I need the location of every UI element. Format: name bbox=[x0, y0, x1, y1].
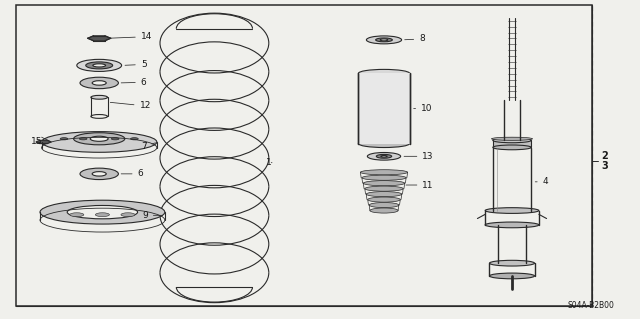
Ellipse shape bbox=[492, 137, 532, 140]
Text: 6: 6 bbox=[121, 78, 147, 87]
Ellipse shape bbox=[79, 138, 87, 140]
Ellipse shape bbox=[381, 156, 387, 157]
Ellipse shape bbox=[380, 39, 388, 41]
Text: S04A-B2B00: S04A-B2B00 bbox=[568, 301, 614, 310]
Ellipse shape bbox=[364, 181, 404, 186]
Ellipse shape bbox=[121, 213, 135, 217]
Bar bbox=[493, 140, 531, 147]
Text: 2: 2 bbox=[602, 151, 609, 161]
Text: 8: 8 bbox=[404, 34, 425, 43]
Ellipse shape bbox=[60, 138, 68, 140]
Ellipse shape bbox=[92, 81, 106, 85]
Text: 15: 15 bbox=[31, 137, 42, 146]
Bar bbox=[358, 73, 410, 144]
Text: 5: 5 bbox=[125, 60, 147, 69]
Ellipse shape bbox=[490, 273, 534, 279]
Ellipse shape bbox=[74, 133, 125, 145]
Ellipse shape bbox=[370, 208, 398, 213]
Ellipse shape bbox=[86, 62, 113, 69]
Ellipse shape bbox=[40, 200, 165, 224]
Ellipse shape bbox=[367, 152, 401, 160]
Text: 7: 7 bbox=[141, 142, 156, 151]
Ellipse shape bbox=[366, 192, 402, 197]
Ellipse shape bbox=[77, 59, 122, 71]
Ellipse shape bbox=[95, 213, 109, 217]
Ellipse shape bbox=[362, 175, 406, 180]
Polygon shape bbox=[36, 140, 51, 144]
Text: 9: 9 bbox=[142, 211, 163, 220]
Ellipse shape bbox=[80, 77, 118, 89]
Ellipse shape bbox=[376, 38, 392, 42]
Ellipse shape bbox=[42, 132, 157, 152]
Text: 1: 1 bbox=[266, 158, 272, 167]
Ellipse shape bbox=[80, 168, 118, 180]
Ellipse shape bbox=[365, 186, 403, 191]
Ellipse shape bbox=[360, 170, 408, 175]
Ellipse shape bbox=[70, 213, 84, 217]
Text: 3: 3 bbox=[602, 161, 609, 171]
Ellipse shape bbox=[358, 70, 410, 77]
Ellipse shape bbox=[366, 36, 402, 44]
Ellipse shape bbox=[91, 115, 108, 118]
Ellipse shape bbox=[493, 145, 531, 150]
Ellipse shape bbox=[493, 138, 531, 143]
Text: 11: 11 bbox=[406, 181, 434, 189]
Text: 13: 13 bbox=[404, 152, 434, 161]
Ellipse shape bbox=[90, 136, 108, 141]
Ellipse shape bbox=[67, 205, 138, 219]
Ellipse shape bbox=[490, 260, 534, 266]
Ellipse shape bbox=[369, 203, 399, 208]
Ellipse shape bbox=[376, 154, 392, 158]
Ellipse shape bbox=[92, 172, 106, 176]
Ellipse shape bbox=[485, 222, 539, 228]
Text: 6: 6 bbox=[121, 169, 143, 178]
Ellipse shape bbox=[93, 64, 106, 67]
Text: 14: 14 bbox=[110, 32, 152, 41]
Ellipse shape bbox=[485, 208, 539, 213]
Ellipse shape bbox=[368, 197, 400, 202]
Ellipse shape bbox=[111, 138, 119, 140]
Text: 4: 4 bbox=[535, 177, 548, 186]
Text: 12: 12 bbox=[110, 101, 151, 110]
Ellipse shape bbox=[131, 138, 138, 140]
Text: 10: 10 bbox=[413, 104, 433, 113]
Ellipse shape bbox=[91, 95, 108, 99]
Ellipse shape bbox=[358, 140, 410, 147]
Polygon shape bbox=[88, 36, 111, 41]
